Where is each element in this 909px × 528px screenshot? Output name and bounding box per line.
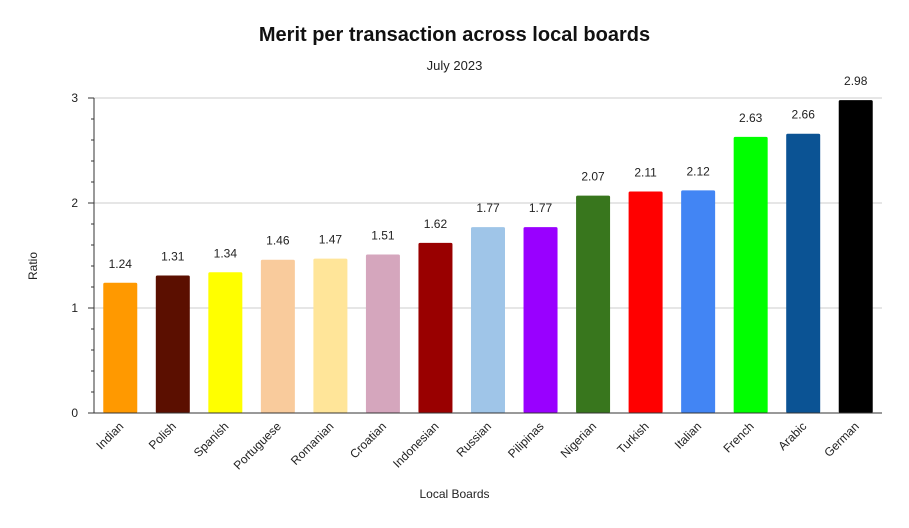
data-label: 1.77 <box>476 201 500 215</box>
bar-spanish <box>208 272 243 413</box>
bar-french <box>733 136 768 413</box>
x-tick-label: Polish <box>146 419 179 452</box>
x-tick-label: Turkish <box>614 419 651 456</box>
bar-arabic <box>786 133 821 413</box>
bar-indian <box>103 282 138 413</box>
data-label: 1.31 <box>161 249 185 263</box>
bar-turkish <box>628 191 663 413</box>
x-tick-label: Italian <box>672 419 705 452</box>
data-label: 2.63 <box>739 111 763 125</box>
x-tick-label: Spanish <box>191 419 232 460</box>
chart-subtitle: July 2023 <box>426 58 483 73</box>
data-label: 1.34 <box>214 246 238 260</box>
y-tick-label: 3 <box>71 91 78 105</box>
x-tick-label: Croatian <box>347 419 389 461</box>
x-tick-label: Arabic <box>775 419 809 453</box>
bar-portuguese <box>260 259 295 413</box>
data-label: 1.77 <box>529 201 553 215</box>
bar-polish <box>155 275 190 413</box>
x-tick-label: Indonesian <box>390 419 441 470</box>
data-label: 2.98 <box>844 74 868 88</box>
data-label: 2.11 <box>634 165 657 179</box>
data-label: 2.66 <box>792 108 816 122</box>
x-tick-label: Russian <box>454 419 495 460</box>
x-tick-label: Indian <box>93 419 126 452</box>
data-label: 1.46 <box>266 234 290 248</box>
data-label: 1.62 <box>424 217 448 231</box>
data-label: 1.24 <box>109 257 133 271</box>
bar-russian <box>471 227 505 413</box>
bar-pilipinas <box>523 227 558 413</box>
data-label: 1.47 <box>319 233 343 247</box>
y-tick-label: 2 <box>71 196 78 210</box>
bar-indonesian <box>418 242 453 413</box>
bar-romanian <box>313 258 348 413</box>
bars <box>103 100 873 413</box>
x-tick-label: Nigerian <box>558 419 600 461</box>
bar-croatian <box>365 254 400 413</box>
x-axis-label: Local Boards <box>419 487 490 501</box>
x-tick-label: Pilipinas <box>505 419 547 461</box>
y-tick-label: 0 <box>71 406 78 420</box>
bar-nigerian <box>576 195 611 413</box>
axes <box>88 97 882 414</box>
bar-italian <box>681 190 716 413</box>
bar-german <box>838 100 873 413</box>
x-tick-label: Portuguese <box>231 419 285 473</box>
data-label: 1.51 <box>371 228 395 242</box>
y-tick-label: 1 <box>71 301 78 315</box>
x-tick-label: French <box>720 419 756 455</box>
data-label: 2.12 <box>686 164 710 178</box>
chart-title: Merit per transaction across local board… <box>258 24 651 46</box>
x-tick-label: Romanian <box>288 419 337 468</box>
data-label: 2.07 <box>581 170 605 184</box>
x-tick-label: German <box>821 419 862 460</box>
